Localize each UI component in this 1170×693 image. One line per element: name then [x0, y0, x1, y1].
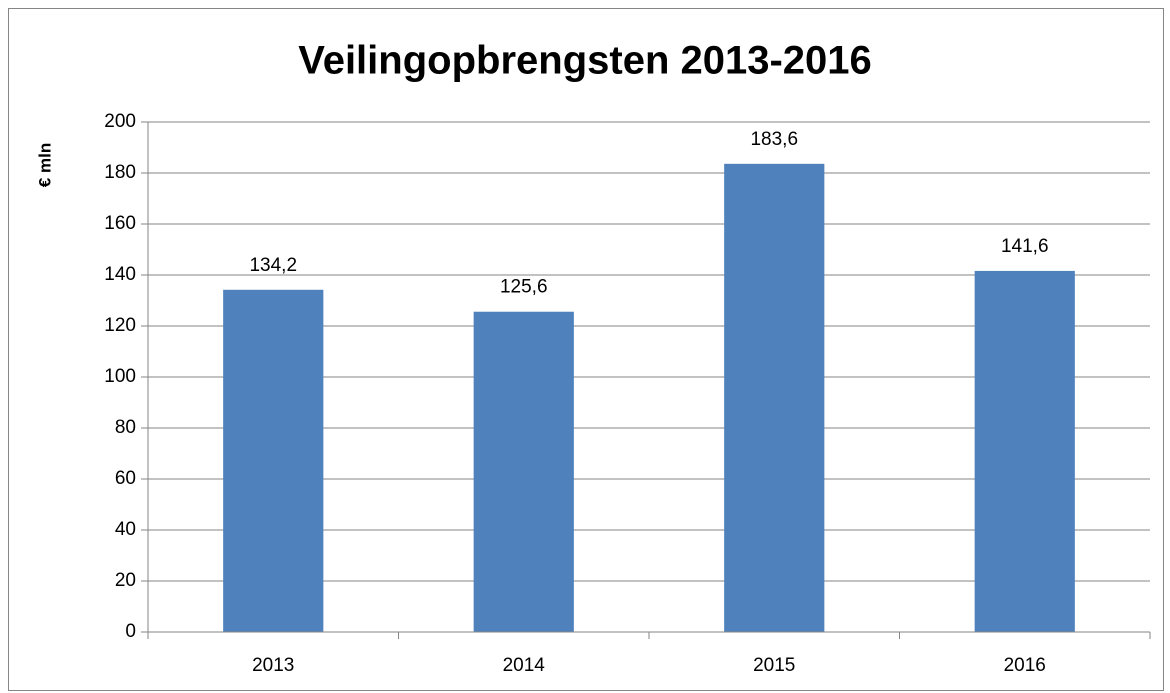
- bar: [223, 289, 324, 632]
- bar: [724, 163, 825, 632]
- x-tick-label: 2013: [252, 655, 294, 676]
- chart-title: Veilingopbrengsten 2013-2016: [298, 39, 872, 83]
- y-tick-label: 60: [115, 468, 136, 489]
- bar: [473, 311, 574, 632]
- x-tick-label: 2014: [503, 655, 546, 676]
- data-label: 134,2: [249, 255, 297, 276]
- y-tick-label: 0: [125, 621, 136, 642]
- y-tick-label: 120: [104, 315, 136, 336]
- y-tick-label: 180: [104, 162, 136, 183]
- y-tick-label: 40: [115, 519, 136, 540]
- bar: [974, 270, 1075, 632]
- x-tick-label: 2015: [753, 655, 795, 676]
- y-tick-label: 200: [104, 111, 136, 132]
- y-tick-label: 160: [104, 213, 136, 234]
- y-tick-label: 140: [104, 264, 136, 285]
- y-tick-label: 20: [115, 570, 136, 591]
- x-tick-label: 2016: [1004, 655, 1046, 676]
- data-label: 141,6: [1001, 236, 1049, 257]
- y-tick-label: 80: [115, 417, 136, 438]
- data-label: 125,6: [500, 277, 548, 298]
- y-axis-label: € mln: [35, 143, 54, 187]
- data-label: 183,6: [750, 129, 798, 150]
- y-tick-label: 100: [104, 366, 136, 387]
